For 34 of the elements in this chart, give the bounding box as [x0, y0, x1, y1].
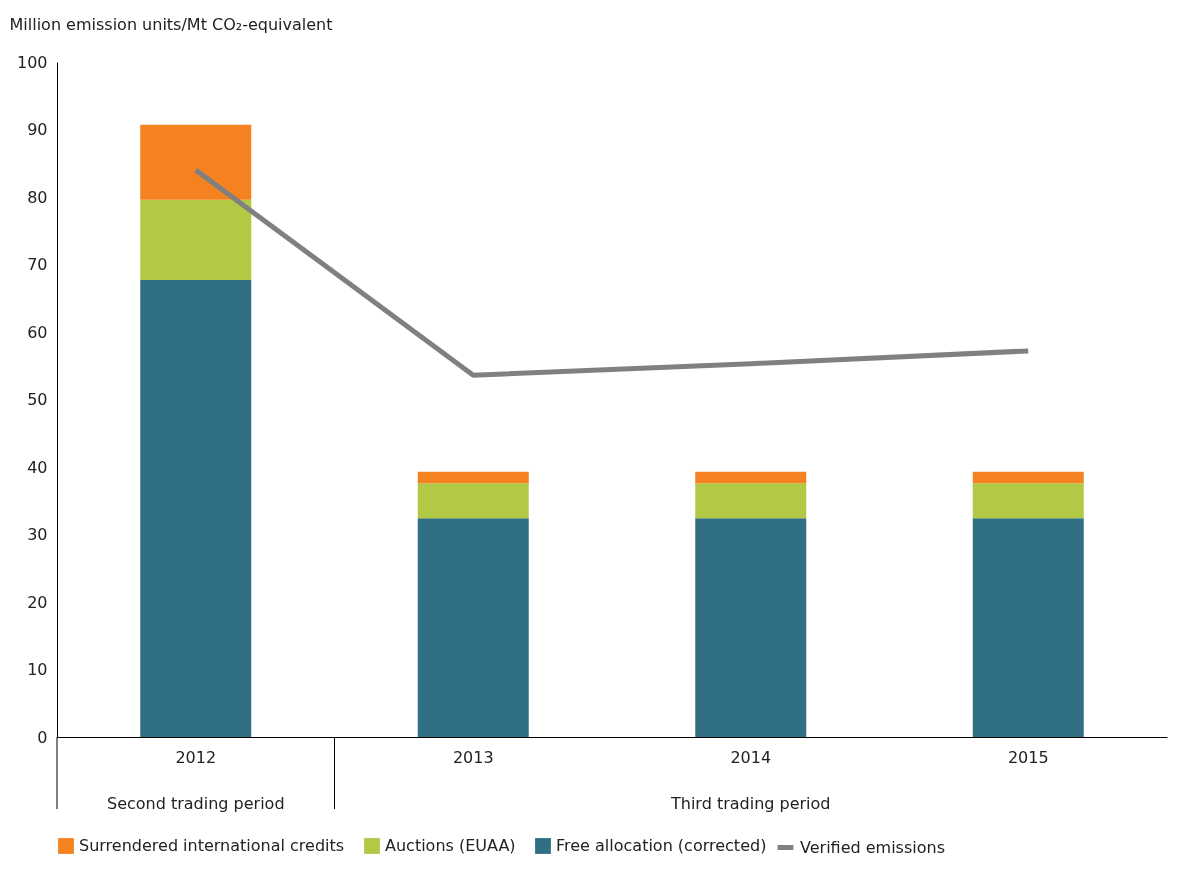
- legend-label: Surrendered international credits: [79, 836, 345, 855]
- y-tick-label: 60: [27, 322, 48, 342]
- y-axis-title: Million emission units/Mt CO₂-equivalent: [9, 14, 333, 34]
- bar: [972, 518, 1084, 737]
- bar: [972, 483, 1084, 519]
- y-tick-label: 0: [37, 727, 48, 747]
- x-tick-label: 2013: [452, 747, 494, 767]
- x-tick-label: 2012: [175, 747, 217, 767]
- bar: [972, 471, 1084, 484]
- bar: [417, 483, 529, 519]
- y-tick-label: 100: [16, 52, 48, 72]
- text: Third trading period: [669, 794, 831, 813]
- y-tick-label: 10: [27, 660, 48, 679]
- bar: [417, 518, 529, 737]
- legend-label: Free allocation (corrected): [556, 836, 767, 855]
- bar: [695, 471, 807, 484]
- x-tick-label: 2014: [730, 747, 772, 767]
- y-tick-label: 90: [27, 120, 48, 139]
- y-tick-label: 50: [27, 390, 48, 409]
- bar: [140, 199, 252, 281]
- bar: [417, 471, 529, 484]
- bar: [140, 280, 252, 737]
- bar: [695, 518, 807, 737]
- legend-label: Verified emissions: [800, 837, 945, 857]
- bar: [140, 124, 252, 200]
- text: Second trading period: [106, 794, 285, 813]
- y-tick-label: 20: [27, 592, 48, 612]
- legend-label: Auctions (EUAA): [385, 836, 516, 855]
- bar: [695, 483, 807, 519]
- y-tick-label: 40: [27, 457, 48, 477]
- y-tick-label: 30: [27, 525, 48, 544]
- y-tick-label: 80: [27, 187, 48, 207]
- x-tick-label: 2015: [1007, 747, 1049, 767]
- y-tick-label: 70: [27, 255, 48, 274]
